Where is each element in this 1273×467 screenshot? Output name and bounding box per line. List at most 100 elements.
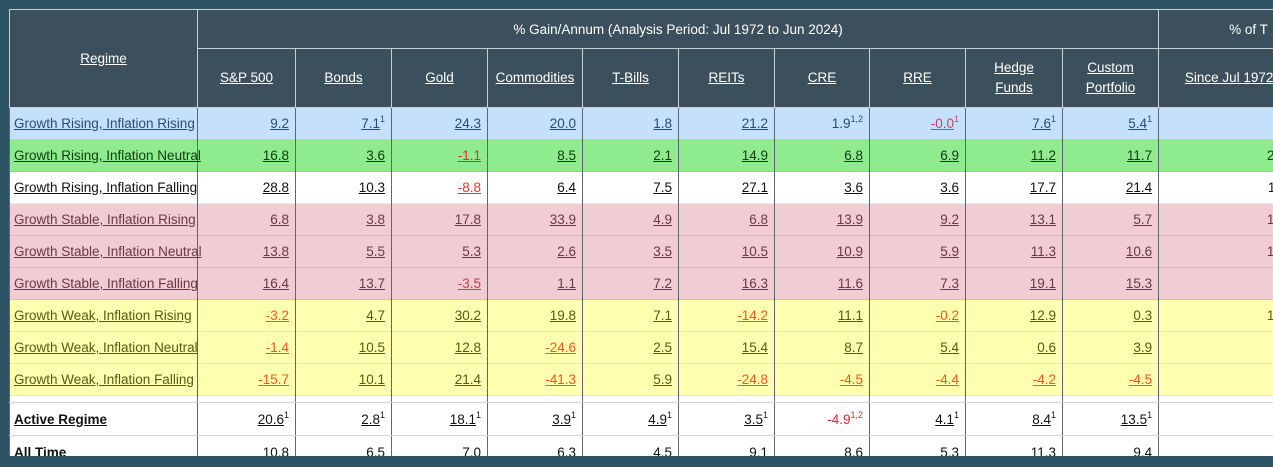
regime-link[interactable]: Growth Stable, Inflation Falling xyxy=(14,276,198,291)
value-cell[interactable]: 7.0 xyxy=(391,435,488,456)
cell-value-link[interactable]: 21.2 xyxy=(741,116,768,131)
cell-value-link[interactable]: 3.5 xyxy=(653,244,672,259)
cell-value-link[interactable]: 5.5 xyxy=(366,244,385,259)
cell-value-link[interactable]: 13.9 xyxy=(836,212,863,227)
cell-value-link[interactable]: 6.8 xyxy=(270,212,289,227)
value-cell[interactable]: 9.2 xyxy=(197,107,296,140)
cell-value-link[interactable]: 10.8 xyxy=(262,444,289,457)
value-cell[interactable]: 14.9 xyxy=(678,139,775,172)
regime-cell[interactable]: Active Regime xyxy=(9,402,198,436)
value-cell[interactable]: 10.5 xyxy=(678,235,775,268)
column-sort-link[interactable]: RRE xyxy=(903,70,932,85)
value-cell[interactable]: 7.2 xyxy=(582,267,679,300)
value-cell[interactable]: 7.5 xyxy=(582,171,679,204)
column-header-s-p-500[interactable]: S&P 500 xyxy=(197,48,296,108)
cell-value-link[interactable]: 12.9 xyxy=(1029,308,1056,323)
value-cell[interactable]: 3.9 xyxy=(1061,331,1160,364)
value-cell[interactable]: 10.5 xyxy=(295,331,392,364)
column-header-since-jul-1972[interactable]: Since Jul 1972 xyxy=(1158,48,1273,108)
value-cell[interactable]: 19.1 xyxy=(965,267,1063,300)
value-cell[interactable]: 10.8 xyxy=(197,435,296,457)
value-cell[interactable]: -3.2 xyxy=(197,299,296,332)
cell-value-link[interactable]: 1.8 xyxy=(653,116,672,131)
regime-cell[interactable]: Growth Stable, Inflation Neutral xyxy=(9,235,202,268)
value-cell[interactable]: 2.1 xyxy=(582,139,679,172)
value-cell[interactable]: -24.8 xyxy=(678,363,775,396)
regime-link[interactable]: Growth Rising, Inflation Falling xyxy=(14,180,198,195)
value-cell[interactable]: 19.8 xyxy=(487,299,583,332)
value-cell[interactable]: -14.2 xyxy=(678,299,775,332)
cell-value-link[interactable]: 0.6 xyxy=(1037,340,1056,355)
value-cell[interactable]: 3.91 xyxy=(487,402,583,436)
value-cell[interactable]: 15.4 xyxy=(678,331,775,364)
value-cell[interactable]: 0.3 xyxy=(1061,299,1160,332)
cell-value-link[interactable]: -3.2 xyxy=(265,308,289,323)
cell-value-link[interactable]: -24.6 xyxy=(545,340,576,355)
column-header-reits[interactable]: REITs xyxy=(678,48,775,108)
value-cell[interactable]: 11.3 xyxy=(965,235,1063,268)
cell-value-link[interactable]: -1.4 xyxy=(265,340,289,355)
value-cell[interactable]: -1.1 xyxy=(391,139,488,172)
cell-value-link[interactable]: 5.7 xyxy=(1133,212,1153,227)
regime-cell[interactable]: All Time xyxy=(9,435,198,456)
value-cell[interactable]: 3.51 xyxy=(678,402,775,436)
value-cell[interactable]: 21.2 xyxy=(678,107,775,140)
value-cell[interactable]: 4.9 xyxy=(582,203,679,236)
regime-header[interactable]: Regime xyxy=(9,9,198,108)
regime-cell[interactable]: Growth Weak, Inflation Falling xyxy=(9,363,198,396)
value-cell[interactable]: 8.41 xyxy=(965,402,1063,436)
cell-value-link[interactable]: 4.9 xyxy=(653,212,672,227)
column-header-gold[interactable]: Gold xyxy=(391,48,488,108)
cell-value-link[interactable]: 19.1 xyxy=(1029,276,1056,291)
cell-value-link[interactable]: 3.6 xyxy=(366,148,385,163)
cell-value-link[interactable]: 2.8 xyxy=(361,411,380,427)
column-header-bonds[interactable]: Bonds xyxy=(295,48,392,108)
cell-value-link[interactable]: 11.7 xyxy=(1126,148,1153,163)
cell-value-link[interactable]: 1.1 xyxy=(557,276,576,291)
cell-value-link[interactable]: 11.1 xyxy=(837,308,863,323)
value-cell[interactable]: 24.3 xyxy=(391,107,488,140)
cell-value-link[interactable]: 11.3 xyxy=(1030,444,1056,457)
column-header-commodities[interactable]: Commodities xyxy=(487,48,583,108)
column-header-hedge[interactable]: Hedge Funds xyxy=(965,48,1063,108)
value-cell[interactable]: -0.2 xyxy=(869,299,966,332)
value-cell[interactable]: 2.81 xyxy=(295,402,392,436)
cell-value-link[interactable]: -14.2 xyxy=(737,308,768,323)
value-cell[interactable]: 21.4 xyxy=(391,363,488,396)
value-cell[interactable]: 10.1 xyxy=(295,363,392,396)
value-cell[interactable]: 3.5 xyxy=(582,235,679,268)
value-cell[interactable]: 6.4 xyxy=(487,171,583,204)
value-cell[interactable]: 11.7 xyxy=(1061,139,1160,172)
regime-link[interactable]: Growth Weak, Inflation Neutral xyxy=(14,340,198,355)
value-cell[interactable]: 3.8 xyxy=(295,203,392,236)
cell-value-link[interactable]: 9.2 xyxy=(270,116,289,131)
value-cell[interactable]: 5.7 xyxy=(1061,203,1160,236)
cell-value-link[interactable]: 7.6 xyxy=(1032,116,1051,131)
cell-value-link[interactable]: 10.1 xyxy=(358,372,385,387)
cell-value-link[interactable]: 13.8 xyxy=(262,244,289,259)
value-cell[interactable]: 11.3 xyxy=(965,435,1063,457)
regime-sort-link[interactable]: Regime xyxy=(80,51,127,66)
cell-value-link[interactable]: 9.2 xyxy=(940,212,959,227)
cell-value-link[interactable]: 14.9 xyxy=(741,148,768,163)
cell-value-link[interactable]: -0.0 xyxy=(930,116,954,131)
column-sort-link[interactable]: CRE xyxy=(807,70,837,85)
regime-cell[interactable]: Growth Rising, Inflation Rising xyxy=(9,107,198,140)
cell-value-link[interactable]: -4.5 xyxy=(1128,372,1153,387)
value-cell[interactable]: 13.8 xyxy=(197,235,296,268)
value-cell[interactable]: 17.8 xyxy=(391,203,488,236)
column-sort-link[interactable]: Commodities xyxy=(495,70,575,85)
cell-value-link[interactable]: -15.7 xyxy=(258,372,289,387)
cell-value-link[interactable]: 8.5 xyxy=(557,148,576,163)
value-cell[interactable]: 7.11 xyxy=(295,107,392,140)
cell-value-link[interactable]: 16.3 xyxy=(741,276,768,291)
regime-link[interactable]: Growth Weak, Inflation Falling xyxy=(14,372,194,387)
cell-value-link[interactable]: 9.1 xyxy=(749,444,768,457)
value-cell[interactable]: 6.8 xyxy=(678,203,775,236)
cell-value-link[interactable]: 3.9 xyxy=(552,411,571,427)
regime-cell[interactable]: Growth Rising, Inflation Falling xyxy=(9,171,198,204)
value-cell[interactable]: 1.1 xyxy=(487,267,583,300)
cell-value-link[interactable]: 8.4 xyxy=(1032,411,1051,427)
value-cell[interactable]: 8.7 xyxy=(774,331,870,364)
value-cell[interactable]: 4.5 xyxy=(582,435,679,456)
